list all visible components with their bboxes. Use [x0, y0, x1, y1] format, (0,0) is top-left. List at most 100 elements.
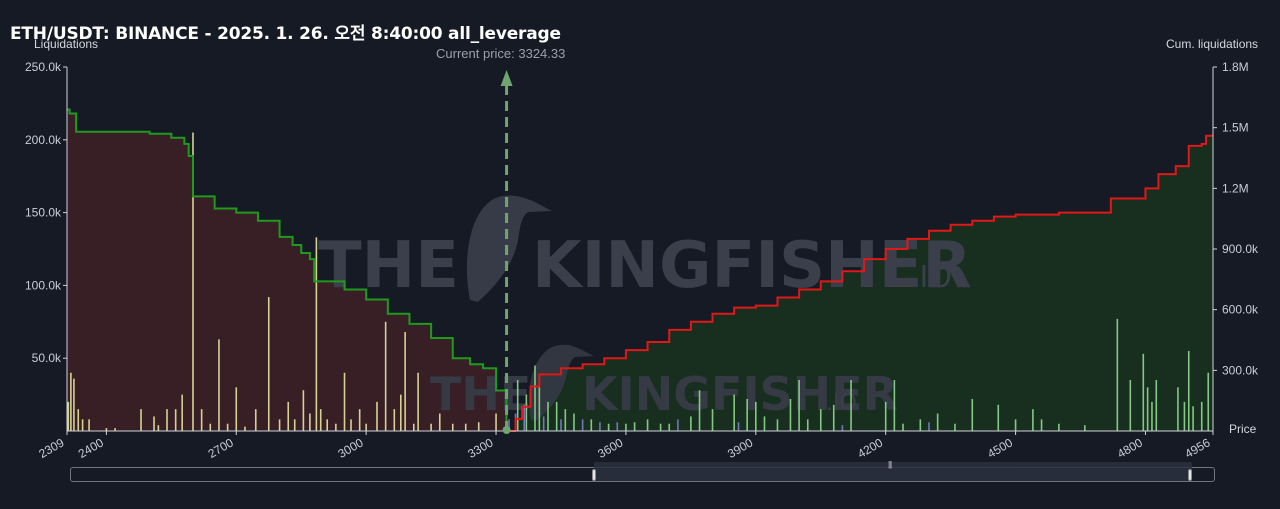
- liquidation-bar: [902, 423, 904, 431]
- liquidation-bar: [343, 372, 346, 431]
- liquidation-bar: [668, 423, 671, 431]
- y-right-tick-label: 900.0k: [1222, 242, 1259, 256]
- liquidation-bar: [523, 404, 525, 431]
- liquidation-bar: [200, 409, 203, 431]
- liquidation-bar: [67, 401, 70, 431]
- liquidation-bar: [70, 372, 72, 431]
- scrollbar-right-handle[interactable]: [1188, 469, 1192, 481]
- liquidation-bar: [1207, 372, 1210, 431]
- short-cumulative-fill: [67, 109, 507, 431]
- liquidation-bar: [607, 423, 610, 431]
- liquidation-bar: [1129, 380, 1132, 431]
- watermark-the-small: THE: [430, 367, 531, 421]
- liquidation-bar: [690, 416, 692, 431]
- liquidation-bar: [495, 413, 497, 431]
- liquidation-bar: [1177, 387, 1179, 431]
- liquidation-bar: [350, 419, 352, 431]
- liquidation-bar: [153, 416, 155, 431]
- y-left-ticks: 50.0k 100.0k 150.0k 200.0k 250.0k: [25, 60, 67, 365]
- x-ticks: 2309 2400 2700 3000 3300 3600 3900 4200 4500 4800…: [36, 431, 1214, 461]
- liquidation-bar: [399, 394, 402, 431]
- liquidation-bar: [525, 394, 528, 431]
- watermark-io-small: .IO: [826, 391, 857, 416]
- liquidation-bar: [267, 297, 270, 431]
- liquidation-bar: [358, 409, 361, 431]
- long-cumulative-line: [506, 134, 1213, 432]
- liquidation-bar: [235, 387, 238, 431]
- liquidation-bar: [954, 423, 956, 431]
- liquidation-bar: [1192, 406, 1194, 431]
- liquidation-bar: [1084, 425, 1086, 431]
- liquidation-bar: [174, 409, 177, 431]
- liquidation-bar: [928, 422, 930, 431]
- liquidation-bar: [1200, 401, 1203, 431]
- x-tick-label: 2309: [36, 435, 66, 461]
- liquidation-bar: [659, 423, 662, 431]
- current-price-dot: [502, 426, 511, 434]
- y-right-tick-label: 300.0k: [1222, 363, 1259, 377]
- liquidation-bars: [67, 132, 1210, 431]
- x-axis-title: Price: [1229, 422, 1257, 436]
- liquidation-bar: [335, 423, 337, 431]
- liquidation-bar: [181, 394, 183, 431]
- liquidation-bar: [555, 401, 558, 431]
- x-tick-label: 3600: [595, 435, 625, 461]
- liquidation-bar: [376, 401, 378, 431]
- liquidation-bar: [477, 422, 480, 431]
- liquidation-bar: [884, 401, 887, 431]
- liquidation-bar: [1116, 318, 1119, 431]
- liquidation-bar: [226, 423, 229, 431]
- liquidation-bar: [157, 425, 160, 431]
- liquidation-bar: [430, 423, 432, 431]
- liquidation-bar: [81, 419, 84, 431]
- liquidation-bar: [850, 380, 852, 431]
- y-right-tick-label: 1.8M: [1222, 60, 1249, 74]
- liquidation-bar: [412, 423, 415, 431]
- kingfisher-bird-small-icon: [528, 344, 594, 421]
- liquidation-bar: [404, 331, 406, 431]
- x-tick-label: 3000: [336, 435, 366, 461]
- liquidation-bar: [302, 390, 305, 431]
- liquidation-bar: [105, 428, 108, 431]
- liquidation-bar: [755, 401, 757, 431]
- scrollbar-thumb[interactable]: |||: [594, 460, 1192, 481]
- liquidation-bar: [625, 423, 627, 431]
- liquidation-bar: [326, 419, 328, 431]
- liquidation-bar: [677, 419, 679, 431]
- liquidation-bar: [166, 409, 168, 431]
- range-scrollbar[interactable]: |||: [70, 460, 1215, 482]
- liquidation-bar: [438, 413, 441, 431]
- scrollbar-left-handle[interactable]: [592, 469, 596, 481]
- liquidation-bar: [384, 321, 387, 431]
- liquidation-bar: [698, 390, 701, 431]
- liquidation-bar: [971, 398, 974, 431]
- x-tick-label: 3900: [725, 435, 755, 461]
- watermark-kingfisher: KINGFISHER: [532, 229, 972, 303]
- liquidation-bar: [254, 409, 257, 431]
- liquidation-bar: [646, 419, 649, 431]
- liquidation-bar: [451, 423, 454, 431]
- cumulative-lines: [67, 108, 1213, 432]
- liquidation-bar: [789, 398, 792, 431]
- liquidation-bar: [581, 419, 584, 431]
- watermark: THE KINGFISHER .IO THE KINGFISHER .IO: [318, 195, 972, 421]
- liquidation-bar: [711, 409, 714, 431]
- liquidation-bar: [88, 419, 90, 431]
- watermark-io: .IO: [910, 260, 952, 295]
- y-right-tick-label: 1.2M: [1222, 181, 1249, 195]
- current-price-arrow-icon: [500, 70, 513, 86]
- y-right-ticks: 300.0k 600.0k 900.0k 1.2M 1.5M 1.8M: [1213, 60, 1259, 377]
- liquidation-bar: [798, 380, 800, 431]
- liquidation-bar: [1142, 353, 1145, 431]
- liquidation-bar: [1058, 423, 1060, 431]
- liquidation-bar: [806, 419, 809, 431]
- liquidation-bar: [516, 380, 519, 431]
- liquidation-bar: [746, 398, 748, 431]
- liquidation-bar: [564, 409, 567, 431]
- liquidation-bar: [832, 404, 835, 431]
- liquidation-bar: [309, 413, 311, 431]
- liquidation-bar: [1151, 401, 1153, 431]
- scrollbar-grip-icon[interactable]: |||: [888, 460, 892, 469]
- liquidation-bar: [218, 339, 220, 431]
